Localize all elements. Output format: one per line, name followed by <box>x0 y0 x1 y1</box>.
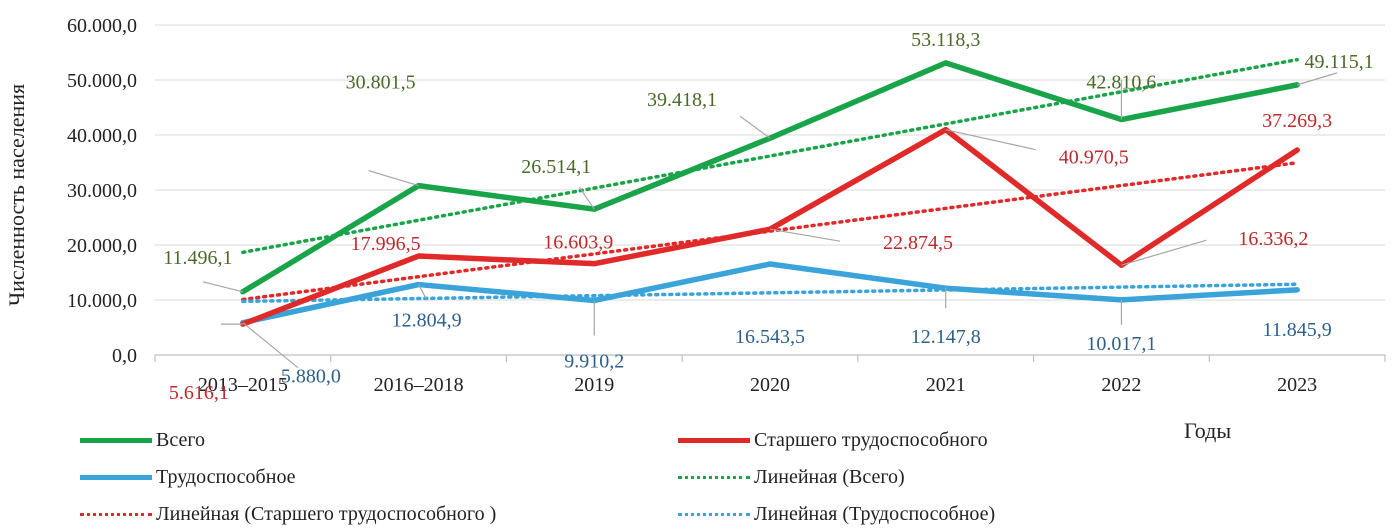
data-label: 5.880,0 <box>281 366 341 388</box>
data-label: 16.603,9 <box>543 232 613 254</box>
label-leader <box>202 281 244 293</box>
label-leader <box>945 129 1036 151</box>
data-point <box>591 261 597 267</box>
label-leader <box>739 115 771 139</box>
data-label: 17.996,5 <box>351 233 421 255</box>
series-line <box>240 60 1300 295</box>
y-tick-label: 10.000,0 <box>67 290 137 312</box>
y-tick-label: 50.000,0 <box>67 70 137 92</box>
data-label: 9.910,2 <box>564 350 624 372</box>
data-label: 16.336,2 <box>1238 228 1308 250</box>
trendline <box>241 282 1299 304</box>
y-tick-label: 20.000,0 <box>67 235 137 257</box>
data-label: 39.418,1 <box>647 89 717 111</box>
data-label: 30.801,5 <box>346 72 416 94</box>
x-tick-label: 2021 <box>926 374 966 396</box>
trendline <box>241 57 1299 255</box>
data-label: 10.017,1 <box>1086 333 1156 355</box>
x-tick-label: 2023 <box>1277 374 1317 396</box>
label-leader <box>368 170 419 187</box>
data-label: 49.115,1 <box>1305 51 1374 73</box>
label-leader <box>242 322 299 369</box>
y-tick-label: 60.000,0 <box>67 15 137 37</box>
data-label: 37.269,3 <box>1262 110 1332 132</box>
x-tick-label: 2019 <box>574 374 614 396</box>
y-tick-label: 0,0 <box>112 345 137 367</box>
x-tick-label: 2022 <box>1101 374 1141 396</box>
label-leader <box>1121 239 1207 266</box>
label-leader <box>769 228 841 242</box>
data-label: 11.496,1 <box>163 247 232 269</box>
y-axis-label: Численность населения <box>4 84 29 306</box>
data-label: 5.616,1 <box>169 382 229 404</box>
x-tick-label: 2020 <box>750 374 790 396</box>
data-label: 22.874,5 <box>883 232 953 254</box>
x-axis-label: Годы <box>1184 418 1232 443</box>
label-leader <box>1296 72 1338 86</box>
data-label: 11.845,9 <box>1263 319 1332 341</box>
y-tick-label: 30.000,0 <box>67 180 137 202</box>
x-tick-label: 2013–2015 <box>198 374 288 396</box>
data-point <box>1294 147 1300 153</box>
x-tick-label: 2016–2018 <box>374 374 464 396</box>
data-label: 12.804,9 <box>392 310 462 332</box>
data-point <box>943 60 949 66</box>
data-point <box>416 253 422 259</box>
data-label: 16.543,5 <box>735 326 805 348</box>
y-tick-label: 40.000,0 <box>67 125 137 147</box>
data-point <box>1294 287 1300 293</box>
data-label: 26.514,1 <box>521 156 591 178</box>
data-label: 12.147,8 <box>911 326 981 348</box>
data-point <box>767 261 773 267</box>
data-label: 42.810,6 <box>1086 72 1156 94</box>
data-label: 53.118,3 <box>911 29 980 51</box>
label-leader <box>578 186 595 210</box>
label-leader <box>418 284 428 300</box>
data-label: 40.970,5 <box>1059 147 1129 169</box>
